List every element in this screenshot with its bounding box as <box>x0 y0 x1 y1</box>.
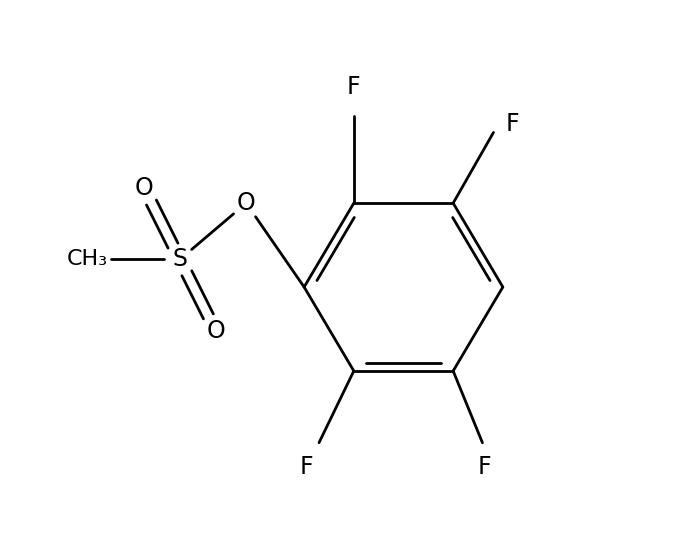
Text: F: F <box>478 455 492 479</box>
Text: O: O <box>237 191 256 215</box>
Text: O: O <box>207 319 225 343</box>
Text: F: F <box>300 455 313 479</box>
Text: F: F <box>347 76 360 99</box>
Text: O: O <box>135 176 154 200</box>
Text: F: F <box>506 112 520 136</box>
Text: S: S <box>173 247 188 272</box>
Text: CH₃: CH₃ <box>67 250 108 269</box>
